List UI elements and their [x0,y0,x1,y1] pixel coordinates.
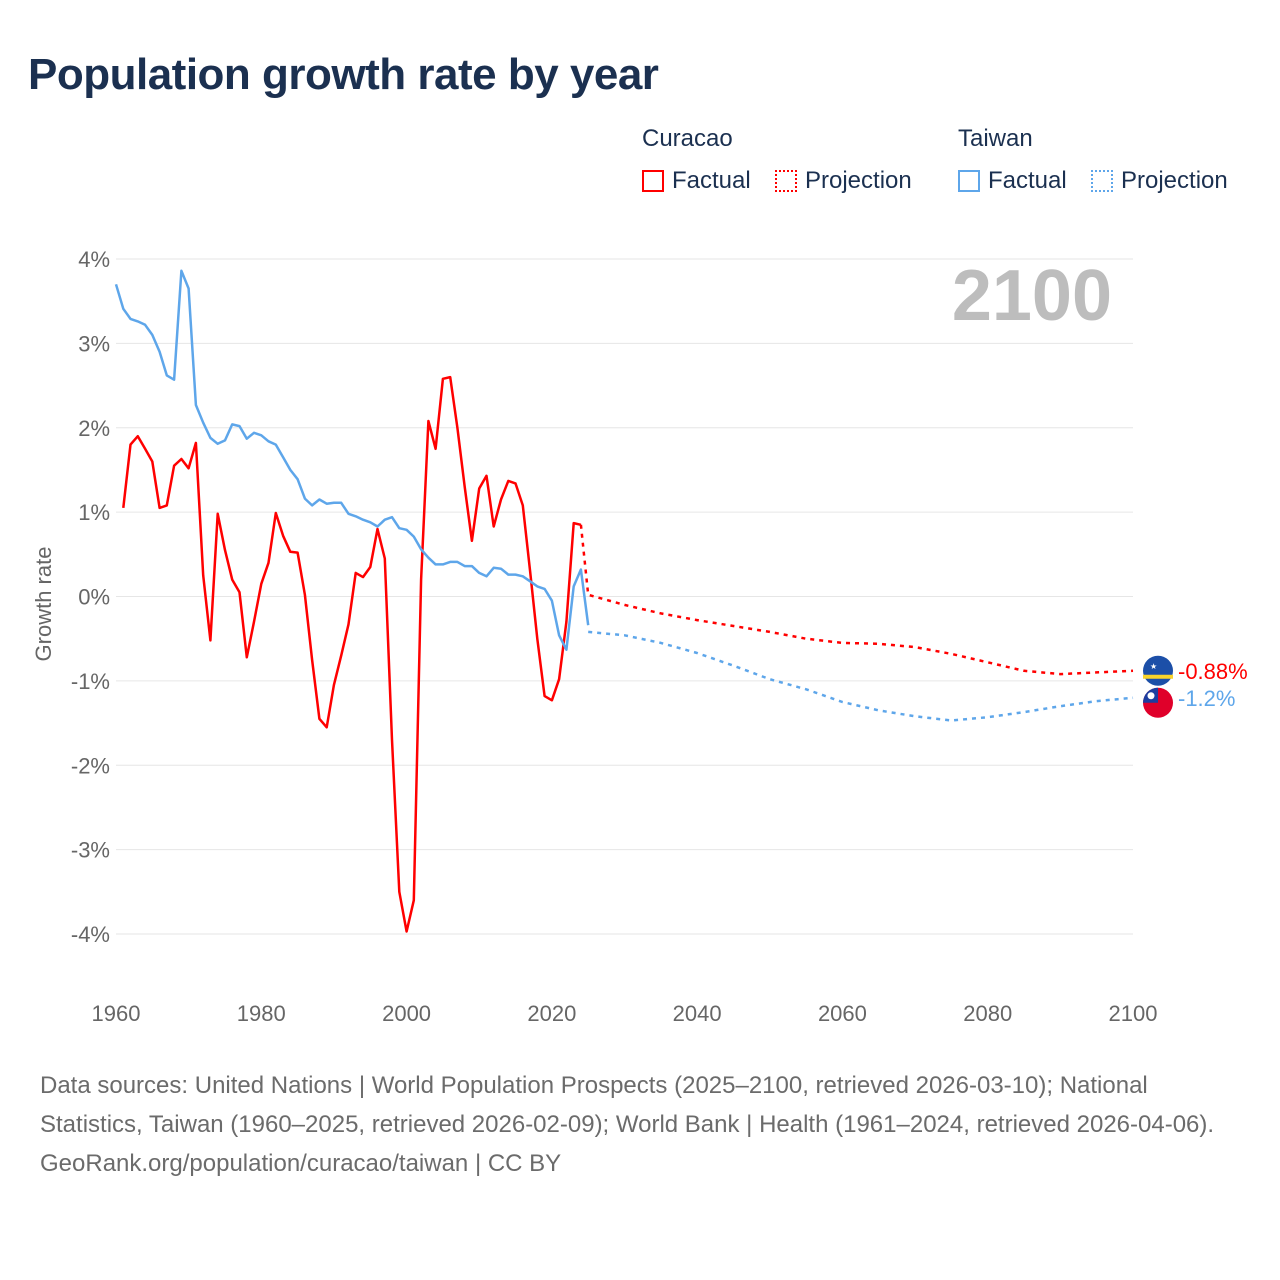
data-sources: Data sources: United Nations | World Pop… [40,1072,1215,1138]
x-tick-label: 2100 [1109,1001,1158,1026]
y-tick-label: 2% [78,416,110,441]
x-tick-label: 2040 [673,1001,722,1026]
series-line-curacao-factual [122,375,582,933]
y-tick-label: -3% [71,838,110,863]
y-tick-label: 4% [78,247,110,272]
y-tick-label: -4% [71,922,110,947]
legend-curacao-factual[interactable]: Factual [642,167,751,195]
line-chart: 4% 3% 2% 1% 0% -1% -2% -3% -4% 1960 1980 2000 2020 20… [31,247,1248,1026]
legend-swatch-dotted [775,170,797,192]
legend-label: Projection [805,167,912,194]
y-tick-label: 3% [78,331,110,356]
footer: Data sources: United Nations | World Pop… [40,1066,1250,1183]
legend-swatch-solid [642,170,664,192]
y-tick-label: 1% [78,500,110,525]
legend-taiwan-projection[interactable]: Projection [1091,167,1228,195]
x-tick-label: 2020 [527,1001,576,1026]
legend-taiwan-factual[interactable]: Factual [958,167,1067,195]
series-line-curacao-projection [579,524,1134,676]
y-tick-label: -1% [71,669,110,694]
legend-label: Projection [1121,167,1228,194]
series-line-taiwan-factual [114,269,590,651]
end-value-label-curacao: -0.88% [1178,659,1248,684]
x-tick-label: 2080 [963,1001,1012,1026]
x-tick-label: 2060 [818,1001,867,1026]
x-tick-label: 2000 [382,1001,431,1026]
legend-group-title: Taiwan [958,125,1033,152]
legend-group-title: Curacao [642,125,733,152]
x-tick-label: 1960 [92,1001,141,1026]
chart-title: Population growth rate by year [28,50,659,99]
legend-label: Factual [672,167,751,194]
y-axis-label: Growth rate [31,547,56,662]
curacao-flag-icon [1143,655,1173,686]
star-icon: ★ [1150,662,1157,671]
sun-icon [1147,692,1155,700]
legend-label: Factual [988,167,1067,194]
x-tick-label: 1980 [237,1001,286,1026]
legend-group-curacao: Curacao Factual Projection [642,125,912,194]
end-value-label-taiwan: -1.2% [1178,686,1235,711]
legend-swatch-dotted [1091,170,1113,192]
legend-group-taiwan: Taiwan Factual Projection [958,125,1228,194]
y-tick-label: -2% [71,753,110,778]
current-year-label: 2100 [951,256,1112,336]
legend-swatch-solid [958,170,980,192]
credit-link[interactable]: GeoRank.org/population/curacao/taiwan | … [40,1150,562,1177]
series-line-taiwan-projection [588,630,1134,722]
legend-curacao-projection[interactable]: Projection [775,167,912,195]
curacao-flag-stripe [1143,674,1173,679]
y-tick-label: 0% [78,585,110,610]
